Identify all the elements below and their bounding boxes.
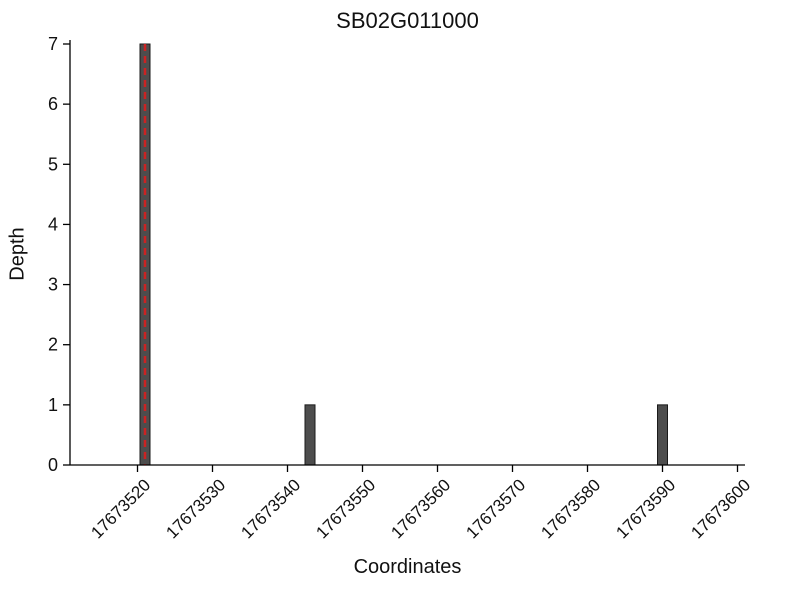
x-tick-label: 17673590: [612, 475, 679, 542]
x-tick-label: 17673570: [462, 475, 529, 542]
x-tick-label: 17673530: [162, 475, 229, 542]
depth-bar: [304, 404, 316, 466]
y-tick-label: 6: [48, 94, 58, 114]
y-tick-label: 4: [48, 214, 58, 234]
depth-bar: [657, 404, 668, 466]
y-tick-label: 2: [48, 335, 58, 355]
x-tick-label: 17673540: [237, 475, 304, 542]
y-tick-label: 1: [48, 395, 58, 415]
y-tick-label: 0: [48, 455, 58, 475]
y-tick-label: 3: [48, 275, 58, 295]
x-tick-label: 17673560: [387, 475, 454, 542]
y-tick-label: 5: [48, 154, 58, 174]
x-axis-label: Coordinates: [353, 556, 462, 578]
x-tick-label: 17673580: [537, 475, 604, 542]
chart-title: SB02G011000: [336, 8, 479, 33]
y-tick-label: 7: [48, 34, 58, 54]
x-tick-label: 17673550: [312, 475, 379, 542]
x-tick-label: 17673520: [87, 475, 154, 542]
x-tick-label: 17673600: [687, 475, 754, 542]
